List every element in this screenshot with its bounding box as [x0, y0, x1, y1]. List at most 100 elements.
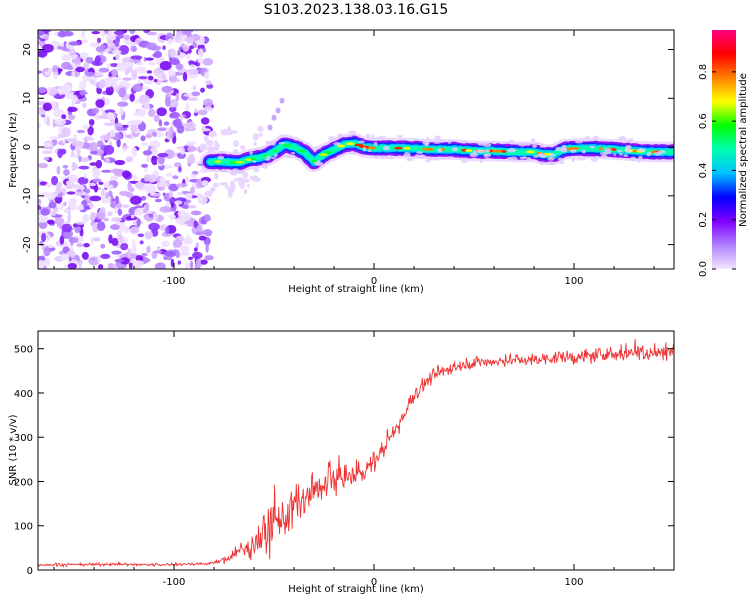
- noise-blob: [74, 226, 82, 232]
- spec-xtick-label: 0: [371, 276, 377, 287]
- noise-blob: [168, 106, 177, 113]
- colorbar-gradient: [712, 30, 736, 269]
- ridge-halo: [278, 142, 286, 145]
- noise-blob: [82, 137, 95, 141]
- noise-blob: [140, 195, 147, 201]
- noise-blob: [114, 38, 120, 47]
- noise-blob: [62, 139, 66, 144]
- noise-blob: [85, 71, 96, 76]
- ridge-hotspot: [598, 147, 604, 151]
- noise-blob: [68, 41, 81, 46]
- ridge-hotspot: [297, 149, 307, 153]
- noise-blob: [134, 205, 143, 209]
- noise-blob: [83, 61, 90, 70]
- snr-y-label: SNR (10 * v/v): [8, 414, 19, 485]
- noise-blob: [201, 125, 206, 132]
- noise-blob: [61, 223, 73, 233]
- noise-blob: [189, 260, 194, 269]
- noise-blob: [165, 256, 173, 261]
- ridge-halo: [539, 145, 545, 148]
- noise-blob: [166, 130, 171, 140]
- noise-blob: [90, 211, 96, 221]
- ridge-hotspot: [501, 150, 507, 153]
- spec-xtick-label: -100: [163, 276, 186, 287]
- noise-blob: [193, 220, 198, 229]
- snr-ytick-label: 500: [14, 345, 33, 356]
- noise-blob: [48, 201, 57, 209]
- noise-blob: [78, 155, 82, 163]
- noise-blob: [94, 55, 101, 66]
- noise-blob: [252, 133, 260, 141]
- ridge-halo: [571, 157, 576, 163]
- ridge-halo: [606, 152, 612, 155]
- noise-blob: [107, 211, 113, 217]
- noise-blob: [252, 177, 261, 182]
- noise-blob: [152, 211, 158, 221]
- noise-blob: [66, 250, 76, 259]
- noise-blob: [111, 237, 119, 247]
- noise-blob: [179, 114, 184, 120]
- ridge-halo: [336, 133, 343, 139]
- noise-blob: [181, 251, 191, 256]
- noise-blob: [42, 150, 53, 154]
- noise-blob: [105, 85, 114, 96]
- noise-blob: [145, 156, 152, 163]
- noise-blob: [78, 165, 90, 170]
- ridge-halo: [654, 151, 662, 156]
- noise-blob: [76, 188, 82, 193]
- noise-blob: [189, 30, 194, 33]
- noise-blob: [67, 213, 72, 224]
- noise-blob: [45, 182, 53, 188]
- ridge-hotspot: [367, 146, 377, 150]
- noise-blob: [199, 144, 208, 151]
- noise-blob: [204, 135, 209, 143]
- noise-blob: [90, 236, 95, 245]
- noise-blob: [125, 191, 134, 198]
- noise-blob: [134, 207, 144, 216]
- ridge-halo: [540, 153, 547, 159]
- noise-blob: [61, 114, 67, 120]
- noise-blob: [103, 217, 110, 222]
- noise-blob: [111, 68, 119, 77]
- noise-blob: [205, 242, 209, 253]
- noise-blob: [38, 40, 42, 45]
- ridge-halo: [599, 151, 609, 156]
- noise-blob: [173, 162, 182, 168]
- noise-blob: [192, 85, 197, 91]
- ridge-halo: [479, 158, 483, 164]
- noise-blob: [182, 44, 190, 52]
- ridge-halo: [434, 135, 441, 141]
- noise-blob: [111, 49, 122, 54]
- noise-blob: [191, 91, 201, 97]
- noise-blob: [89, 195, 102, 202]
- ridge-halo: [646, 151, 652, 157]
- noise-blob: [93, 183, 99, 193]
- noise-blob: [201, 180, 209, 187]
- noise-blob: [130, 55, 143, 60]
- noise-blob: [151, 155, 159, 166]
- noise-blob: [41, 232, 47, 243]
- noise-blob: [253, 167, 260, 173]
- ridge-halo: [347, 134, 353, 137]
- noise-blob: [224, 129, 234, 136]
- ridge-halo: [426, 137, 430, 141]
- ridge-hotspot: [525, 150, 535, 154]
- ridge-hotspot: [318, 153, 329, 157]
- noise-blob: [122, 61, 134, 68]
- noise-blob: [142, 150, 152, 156]
- noise-blob: [110, 175, 119, 182]
- noise-blob: [132, 83, 143, 93]
- noise-blob: [141, 163, 149, 168]
- noise-blob: [185, 121, 196, 131]
- noise-blob: [162, 45, 166, 51]
- ridge-halo: [630, 156, 636, 162]
- noise-blob: [131, 45, 137, 53]
- noise-blob: [204, 190, 213, 197]
- noise-blob: [146, 31, 158, 36]
- ridge-hotspot: [214, 160, 222, 164]
- noise-blob: [178, 166, 182, 173]
- noise-blob: [175, 52, 187, 59]
- snr-frame: [37, 330, 675, 571]
- ridge-halo: [511, 149, 517, 152]
- ridge-hotspot: [336, 144, 346, 148]
